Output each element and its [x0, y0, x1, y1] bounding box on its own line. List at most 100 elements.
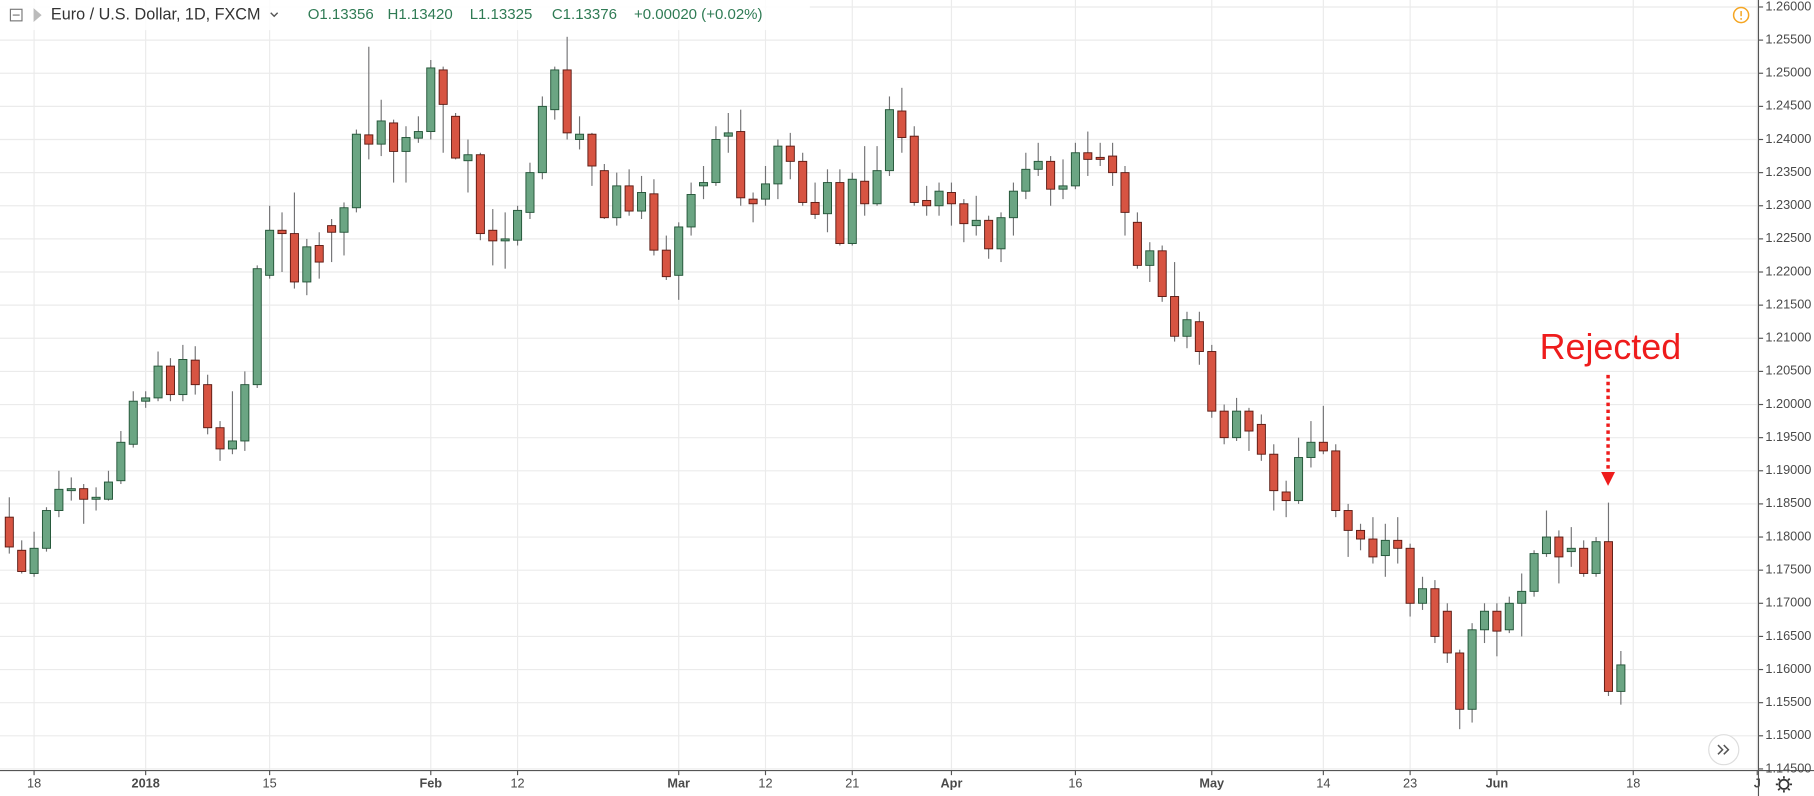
- y-tick-label: 1.16500: [1765, 628, 1811, 643]
- candle-body: [575, 133, 585, 140]
- y-tick-label: 1.24000: [1765, 131, 1811, 146]
- candle-body: [240, 384, 250, 442]
- candle-body: [1008, 190, 1018, 219]
- candle-body: [872, 170, 882, 205]
- candle-body: [1467, 629, 1477, 710]
- candle-body: [599, 170, 609, 219]
- candle-body: [525, 172, 535, 213]
- candle-body: [1033, 160, 1043, 170]
- candle-body: [537, 105, 547, 174]
- candle-body: [798, 160, 808, 203]
- candle-body: [723, 132, 733, 137]
- ohlc-value: L1.13325: [470, 6, 533, 23]
- candle-body: [41, 510, 51, 549]
- candle-body: [909, 135, 919, 203]
- candle-body: [203, 384, 213, 429]
- collapse-button[interactable]: [9, 8, 23, 22]
- candle-body: [587, 133, 597, 167]
- candle-body: [934, 190, 944, 207]
- candle-body: [897, 110, 907, 138]
- candle-body: [1269, 453, 1279, 492]
- scroll-to-end-icon: [1717, 744, 1730, 755]
- candle-body: [116, 441, 126, 482]
- annotation-arrow-head: [1601, 472, 1616, 486]
- symbol-flag-icon: [33, 8, 42, 23]
- y-tick-label: 1.16000: [1765, 661, 1811, 676]
- x-tick-label: 23: [1403, 776, 1417, 791]
- candle-body: [327, 225, 337, 233]
- candle-body: [4, 516, 14, 548]
- candle-body: [451, 115, 461, 159]
- x-tick-label: 21: [845, 776, 859, 791]
- candle-body: [1616, 664, 1626, 692]
- x-tick-label: 2018: [132, 776, 160, 791]
- candle-body: [1083, 152, 1093, 160]
- candle-body: [1182, 319, 1192, 337]
- x-tick-label: Jun: [1486, 776, 1509, 791]
- candle-body: [215, 427, 225, 450]
- candle-body: [252, 268, 262, 386]
- candle-body: [463, 154, 473, 162]
- candle-body: [1157, 250, 1167, 297]
- candle-body: [1529, 553, 1539, 592]
- candle-body: [711, 139, 721, 184]
- candle-body: [996, 217, 1006, 250]
- x-tick-label: 16: [1068, 776, 1082, 791]
- ohlc-value: C1.13376: [552, 6, 617, 23]
- symbol-title[interactable]: Euro / U.S. Dollar, 1D, FXCM: [51, 5, 261, 23]
- candle-body: [562, 69, 572, 134]
- candle-body: [649, 193, 659, 251]
- settings-button[interactable]: [1778, 778, 1790, 790]
- candle-body: [141, 397, 151, 402]
- candle-body: [289, 233, 299, 283]
- candle-body: [1343, 510, 1353, 531]
- candle-body: [1046, 160, 1056, 190]
- candle-body: [698, 182, 709, 187]
- candle-body: [1108, 155, 1118, 174]
- warning-icon[interactable]: [1732, 6, 1750, 24]
- candle-body: [29, 547, 39, 574]
- candle-body: [1132, 221, 1142, 266]
- candle-body: [686, 194, 696, 228]
- candle-body: [810, 201, 820, 215]
- candle-body: [1579, 547, 1589, 574]
- candle-body: [475, 154, 485, 235]
- candle-body: [500, 238, 510, 242]
- candle-body: [1318, 441, 1328, 452]
- candle-body: [1194, 321, 1204, 352]
- candle-body: [1306, 441, 1316, 458]
- symbol-menu-caret[interactable]: [270, 12, 279, 18]
- candle-body: [1492, 610, 1502, 632]
- candle-body: [401, 137, 411, 152]
- candle-body: [1281, 491, 1291, 502]
- y-tick-label: 1.21500: [1765, 296, 1811, 311]
- candle-body: [1170, 296, 1180, 337]
- candle-body: [1418, 588, 1428, 604]
- candle-body: [785, 145, 795, 162]
- x-tick-label: Feb: [419, 776, 442, 791]
- x-tick-label: 14: [1316, 776, 1330, 791]
- candle-body: [1232, 410, 1242, 439]
- candle-body: [922, 199, 932, 207]
- y-tick-label: 1.26000: [1765, 0, 1811, 13]
- scroll-to-end-button[interactable]: [1708, 734, 1740, 766]
- candle-body: [946, 192, 956, 205]
- candle-body: [165, 365, 175, 396]
- candle-body: [1380, 539, 1390, 557]
- candle-body: [351, 133, 361, 209]
- ohlc-value: H1.13420: [388, 6, 453, 23]
- candle-body: [1603, 541, 1613, 692]
- candles: [4, 36, 1626, 730]
- candle-body: [971, 219, 981, 227]
- candle-body: [674, 226, 684, 276]
- candle-body: [1541, 536, 1551, 555]
- candle-body: [822, 182, 832, 215]
- candle-body: [178, 359, 188, 396]
- candle-body: [413, 131, 423, 139]
- y-tick-label: 1.14500: [1765, 760, 1811, 775]
- candle-body: [17, 549, 27, 572]
- candle-body: [488, 229, 498, 242]
- y-tick-label: 1.17000: [1765, 595, 1811, 610]
- x-tick-label: 18: [27, 776, 41, 791]
